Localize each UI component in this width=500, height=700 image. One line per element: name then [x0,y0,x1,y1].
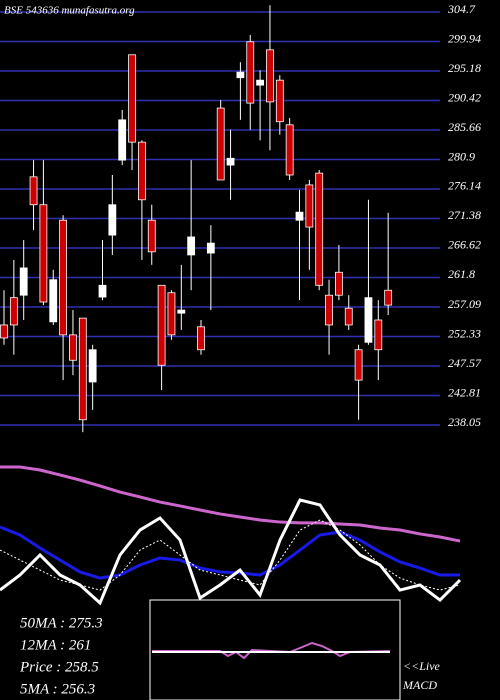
y-tick-label: 271.38 [448,208,481,222]
candle-body [147,219,156,253]
y-tick-label: 290.42 [448,90,481,104]
y-tick-label: 276.14 [448,179,481,193]
y-tick-label: 252.33 [448,326,481,340]
macd-signal [152,641,391,660]
chart-title: BSE 543636 munafasutra.org [4,5,135,17]
candle-body [59,219,67,336]
candle-body [216,107,225,181]
annotation: MACD [402,678,437,692]
candle-body [29,176,38,206]
candle-body [137,141,146,201]
info-text: 12MA : 261 [20,637,91,653]
y-tick-label: 261.8 [448,267,475,281]
y-tick-label: 257.09 [448,297,481,311]
y-tick-label: 242.81 [448,385,481,399]
candle-body [256,79,265,86]
candle-body [334,271,343,296]
candle-body [187,236,196,256]
candle-body [206,242,215,254]
candle-body [69,334,77,361]
candle-body [167,292,176,336]
candle-body [315,172,324,286]
y-tick-label: 285.66 [448,120,481,134]
y-tick-label: 238.05 [448,415,481,429]
y-tick-label: 247.57 [448,356,482,370]
y-tick-label: 299.94 [448,31,481,45]
candle-body [118,119,127,161]
info-text: 5MA : 256.3 [20,681,95,697]
candle-body [78,317,87,421]
annotation: <<Live [403,659,441,673]
candle-body [295,211,304,221]
y-tick-label: 266.62 [448,238,481,252]
candle-body [49,279,58,323]
candle-body [266,49,274,103]
y-tick-label: 295.18 [448,61,481,75]
candle-body [9,297,18,326]
candle-body [354,349,363,381]
candle-body [226,157,235,166]
candle-body [157,284,166,366]
candle-body [108,204,117,236]
candle-body [98,284,107,298]
candle-body [128,54,136,143]
y-tick-label: 304.7 [447,2,476,16]
candle-body [88,349,97,383]
candle-body [275,79,284,123]
y-tick-label: 280.9 [448,149,475,163]
indicator-line [0,498,462,606]
candle-body [0,324,8,339]
candle-body [364,297,373,343]
candle-body [19,267,28,296]
candle-body [177,309,186,314]
indicator-line [0,525,460,580]
candle-body [374,319,383,351]
info-text: 50MA : 275.3 [20,615,103,631]
candle-body [285,124,294,176]
indicator-line [0,465,461,543]
candle-body [305,184,314,228]
candle-body [384,289,393,306]
candle-body [325,294,333,326]
info-text: Price : 258.5 [19,659,99,675]
candle-body [246,41,255,104]
candle-body [197,326,205,351]
candle-body [344,307,353,326]
candle-body [236,71,245,79]
candle-body [39,204,48,303]
